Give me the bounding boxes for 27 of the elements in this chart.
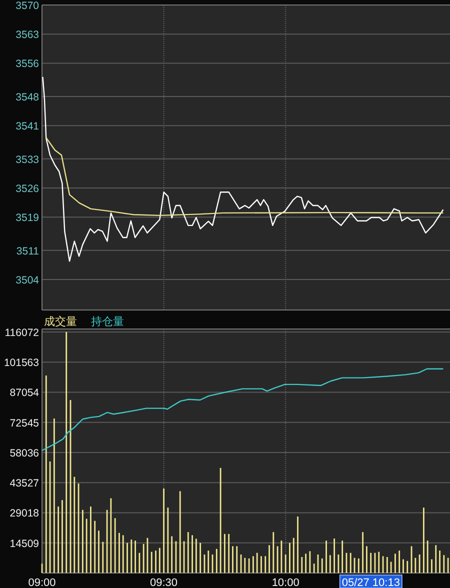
y-tick-label: 3570	[16, 0, 40, 12]
line-series	[41, 368, 444, 452]
line-series	[42, 76, 444, 262]
y-tick-label: 101563	[4, 357, 40, 370]
y-tick-label: 3541	[16, 120, 40, 133]
series-label: 成交量	[44, 315, 77, 328]
y-tick-label: 3556	[16, 58, 40, 70]
y-tick-label: 87054	[10, 387, 40, 400]
y-tick-label: 116072	[4, 326, 40, 339]
y-tick-label: 43527	[10, 478, 40, 490]
y-tick-label: 3526	[16, 183, 40, 195]
y-tick-label: 3563	[16, 29, 40, 42]
y-tick-label: 3504	[16, 274, 40, 286]
y-tick-label: 14509	[10, 538, 40, 550]
y-tick-label: 3533	[16, 154, 40, 166]
y-tick-label: 3548	[16, 92, 40, 104]
y-tick-label: 58036	[10, 447, 40, 460]
line-series	[46, 137, 444, 216]
y-tick-label: 72545	[10, 417, 40, 430]
text: 05/27 10:13	[342, 577, 400, 588]
y-tick-label: 3519	[16, 212, 40, 224]
x-tick-label: 09:30	[150, 577, 178, 588]
text: 持仓量	[91, 316, 124, 328]
x-tick-label: 10:00	[272, 577, 300, 588]
y-tick-label: 29018	[10, 508, 40, 520]
x-tick-label: 09:00	[28, 577, 56, 588]
y-tick-label: 3511	[16, 245, 40, 258]
